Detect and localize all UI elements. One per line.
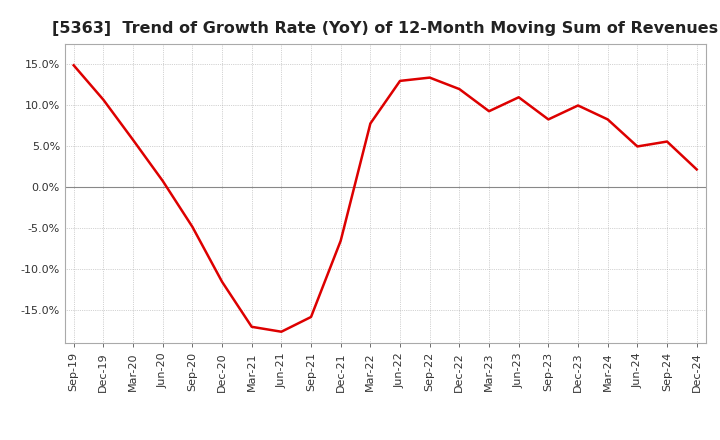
Title: [5363]  Trend of Growth Rate (YoY) of 12-Month Moving Sum of Revenues: [5363] Trend of Growth Rate (YoY) of 12-… <box>52 21 719 36</box>
